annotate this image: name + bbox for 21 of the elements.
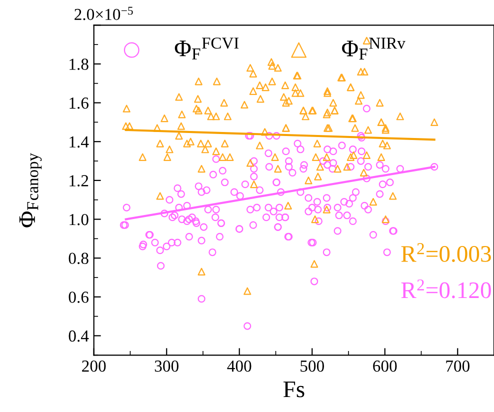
annotation: R$^{2}$=0.003 <box>401 243 491 262</box>
legend-label: Φ$_{F}$$^{FCVI}$ <box>174 38 239 60</box>
x-tick-label: 500 <box>300 360 324 372</box>
text: 2.0×10$^{−5}$ <box>74 6 133 20</box>
x-tick-label: 300 <box>154 360 178 372</box>
y-tick-label: 1.0 <box>70 214 88 226</box>
y-tick-label: 0.8 <box>68 252 88 264</box>
y-tick-label: 1.6 <box>70 98 88 109</box>
y-tick-label: 0.4 <box>68 330 89 342</box>
y-tick-label: 0.6 <box>68 292 88 303</box>
x-tick-label: 700 <box>446 360 470 372</box>
x-axis-title: Fs <box>283 382 304 398</box>
x-tick-label: 600 <box>373 360 397 372</box>
x-tick-label: 400 <box>227 360 252 372</box>
legend-label: Φ$_{F}$$^{NIRv}$ <box>342 38 406 60</box>
x-tick-label: 200 <box>82 360 106 372</box>
y-tick-label: 1.8 <box>70 58 88 70</box>
y-tick-label: 1.4 <box>70 136 89 148</box>
y-tick-label: 1.2 <box>70 175 88 186</box>
annotation: R$^{2}$=0.120 <box>401 279 491 298</box>
y-axis-title: Φ$_{Fcanopy}$ <box>19 153 42 228</box>
